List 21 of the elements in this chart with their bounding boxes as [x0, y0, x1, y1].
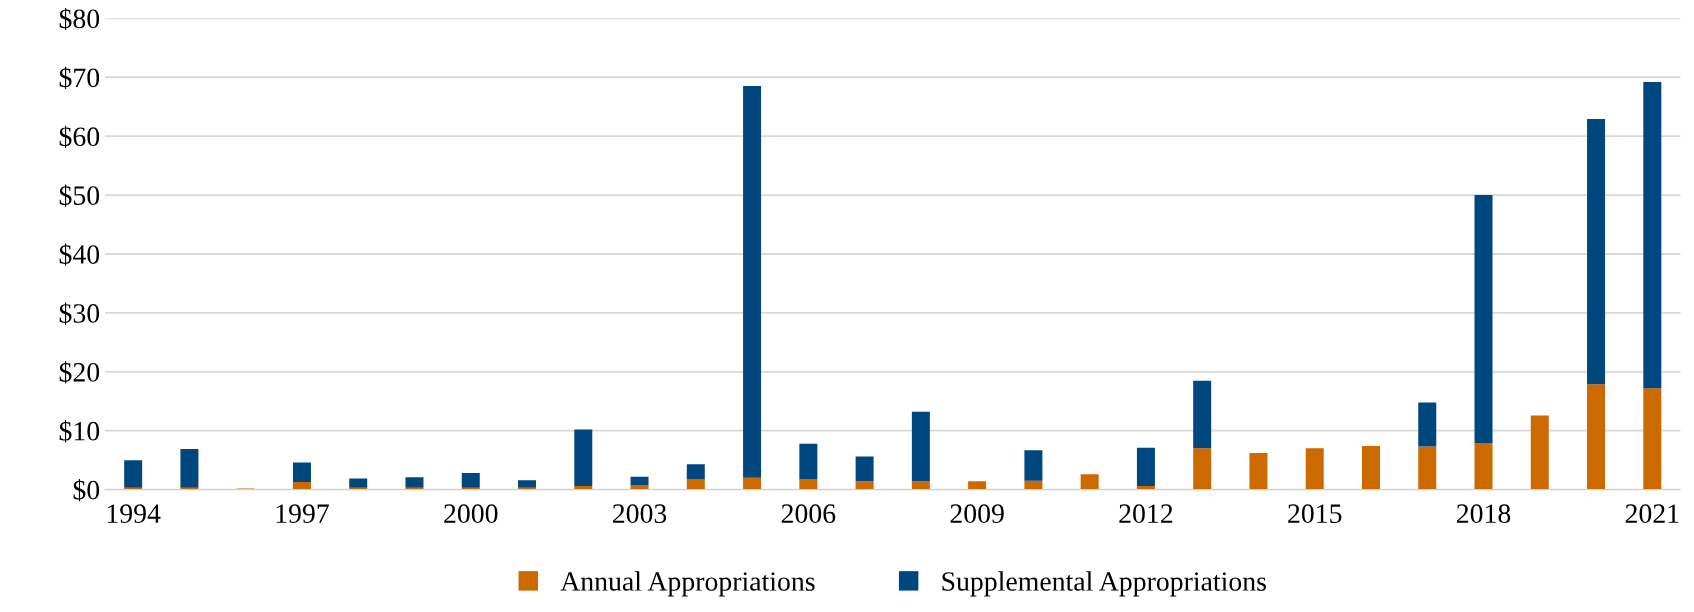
x-tick-label: 2000 — [444, 504, 498, 524]
y-tick-label: $30 — [59, 302, 100, 325]
x-tick-label: 2009 — [950, 504, 1004, 524]
x-tick-label: 2003 — [612, 504, 667, 524]
y-tick-label: $70 — [59, 66, 100, 90]
y-tick-label: $20 — [59, 361, 100, 384]
y-tick-label: $50 — [59, 184, 100, 207]
legend-label: Supplemental Appropriations — [942, 571, 1266, 597]
x-tick-label: 2021 — [1625, 504, 1679, 524]
y-tick-label: $60 — [59, 125, 100, 148]
legend-label: Annual Appropriations — [560, 571, 815, 597]
y-tick-label: $10 — [59, 420, 100, 443]
x-tick-label: 2015 — [1288, 504, 1342, 524]
y-tick-label: $40 — [59, 243, 100, 266]
x-tick-label: 2018 — [1456, 504, 1511, 524]
y-tick-label: $80 — [59, 7, 100, 31]
x-tick-label: 2006 — [781, 504, 836, 524]
y-tick-label: $0 — [73, 479, 100, 502]
x-tick-label: 2012 — [1119, 504, 1173, 524]
x-tick-label: 1997 — [276, 504, 329, 524]
x-tick-label: 1994 — [107, 504, 161, 524]
